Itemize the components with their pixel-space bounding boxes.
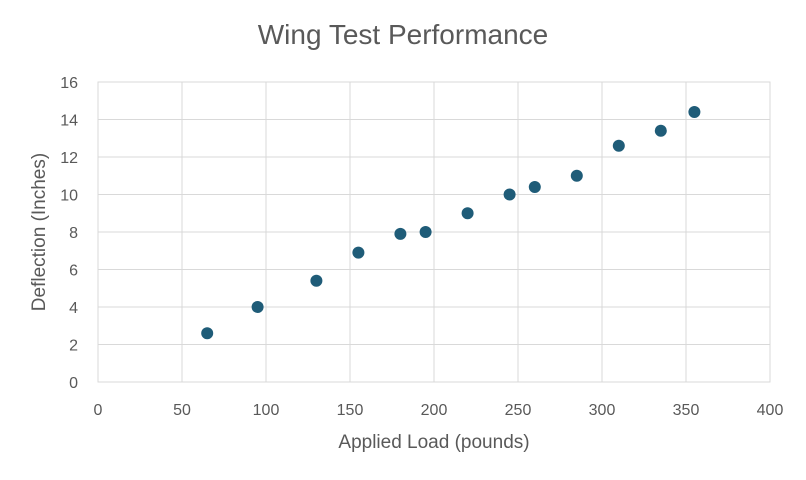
data-point — [394, 227, 407, 240]
data-point — [688, 106, 701, 118]
x-axis-label: Applied Load (pounds) — [338, 432, 529, 453]
x-tick-label: 400 — [757, 402, 784, 419]
x-tick-label: 350 — [673, 402, 700, 419]
chart-title: Wing Test Performance — [258, 19, 549, 50]
x-axis-ticks: 0 50 100 150 200 250 300 350 400 — [94, 402, 784, 419]
y-tick-label: 10 — [60, 188, 78, 205]
y-tick-label: 0 — [69, 375, 78, 392]
y-tick-label: 8 — [69, 225, 78, 242]
x-tick-label: 200 — [421, 402, 448, 419]
data-point — [528, 181, 541, 193]
data-points — [201, 106, 701, 340]
y-tick-label: 16 — [60, 75, 78, 92]
y-tick-label: 12 — [60, 150, 78, 167]
data-point — [654, 124, 667, 137]
y-tick-label: 14 — [60, 113, 78, 130]
data-point — [201, 327, 214, 340]
y-tick-label: 2 — [69, 338, 78, 355]
y-tick-label: 4 — [69, 300, 78, 317]
data-point — [570, 169, 583, 182]
data-point — [310, 274, 323, 287]
data-point — [612, 139, 625, 152]
y-tick-label: 6 — [69, 263, 78, 280]
plot-area-frame — [97, 81, 771, 383]
data-point — [461, 207, 474, 220]
y-axis-ticks: 0 2 4 6 8 10 12 14 16 — [60, 75, 78, 392]
data-point — [251, 301, 264, 313]
data-point — [419, 226, 432, 238]
gridlines — [97, 81, 771, 383]
y-axis-label: Deflection (Inches) — [29, 153, 50, 311]
data-point — [352, 246, 365, 259]
x-tick-label: 50 — [173, 402, 191, 419]
x-tick-label: 250 — [505, 402, 532, 419]
x-tick-label: 300 — [589, 402, 616, 419]
data-point — [503, 188, 516, 201]
x-tick-label: 0 — [94, 402, 103, 419]
x-tick-label: 100 — [253, 402, 280, 419]
x-tick-label: 150 — [337, 402, 364, 419]
